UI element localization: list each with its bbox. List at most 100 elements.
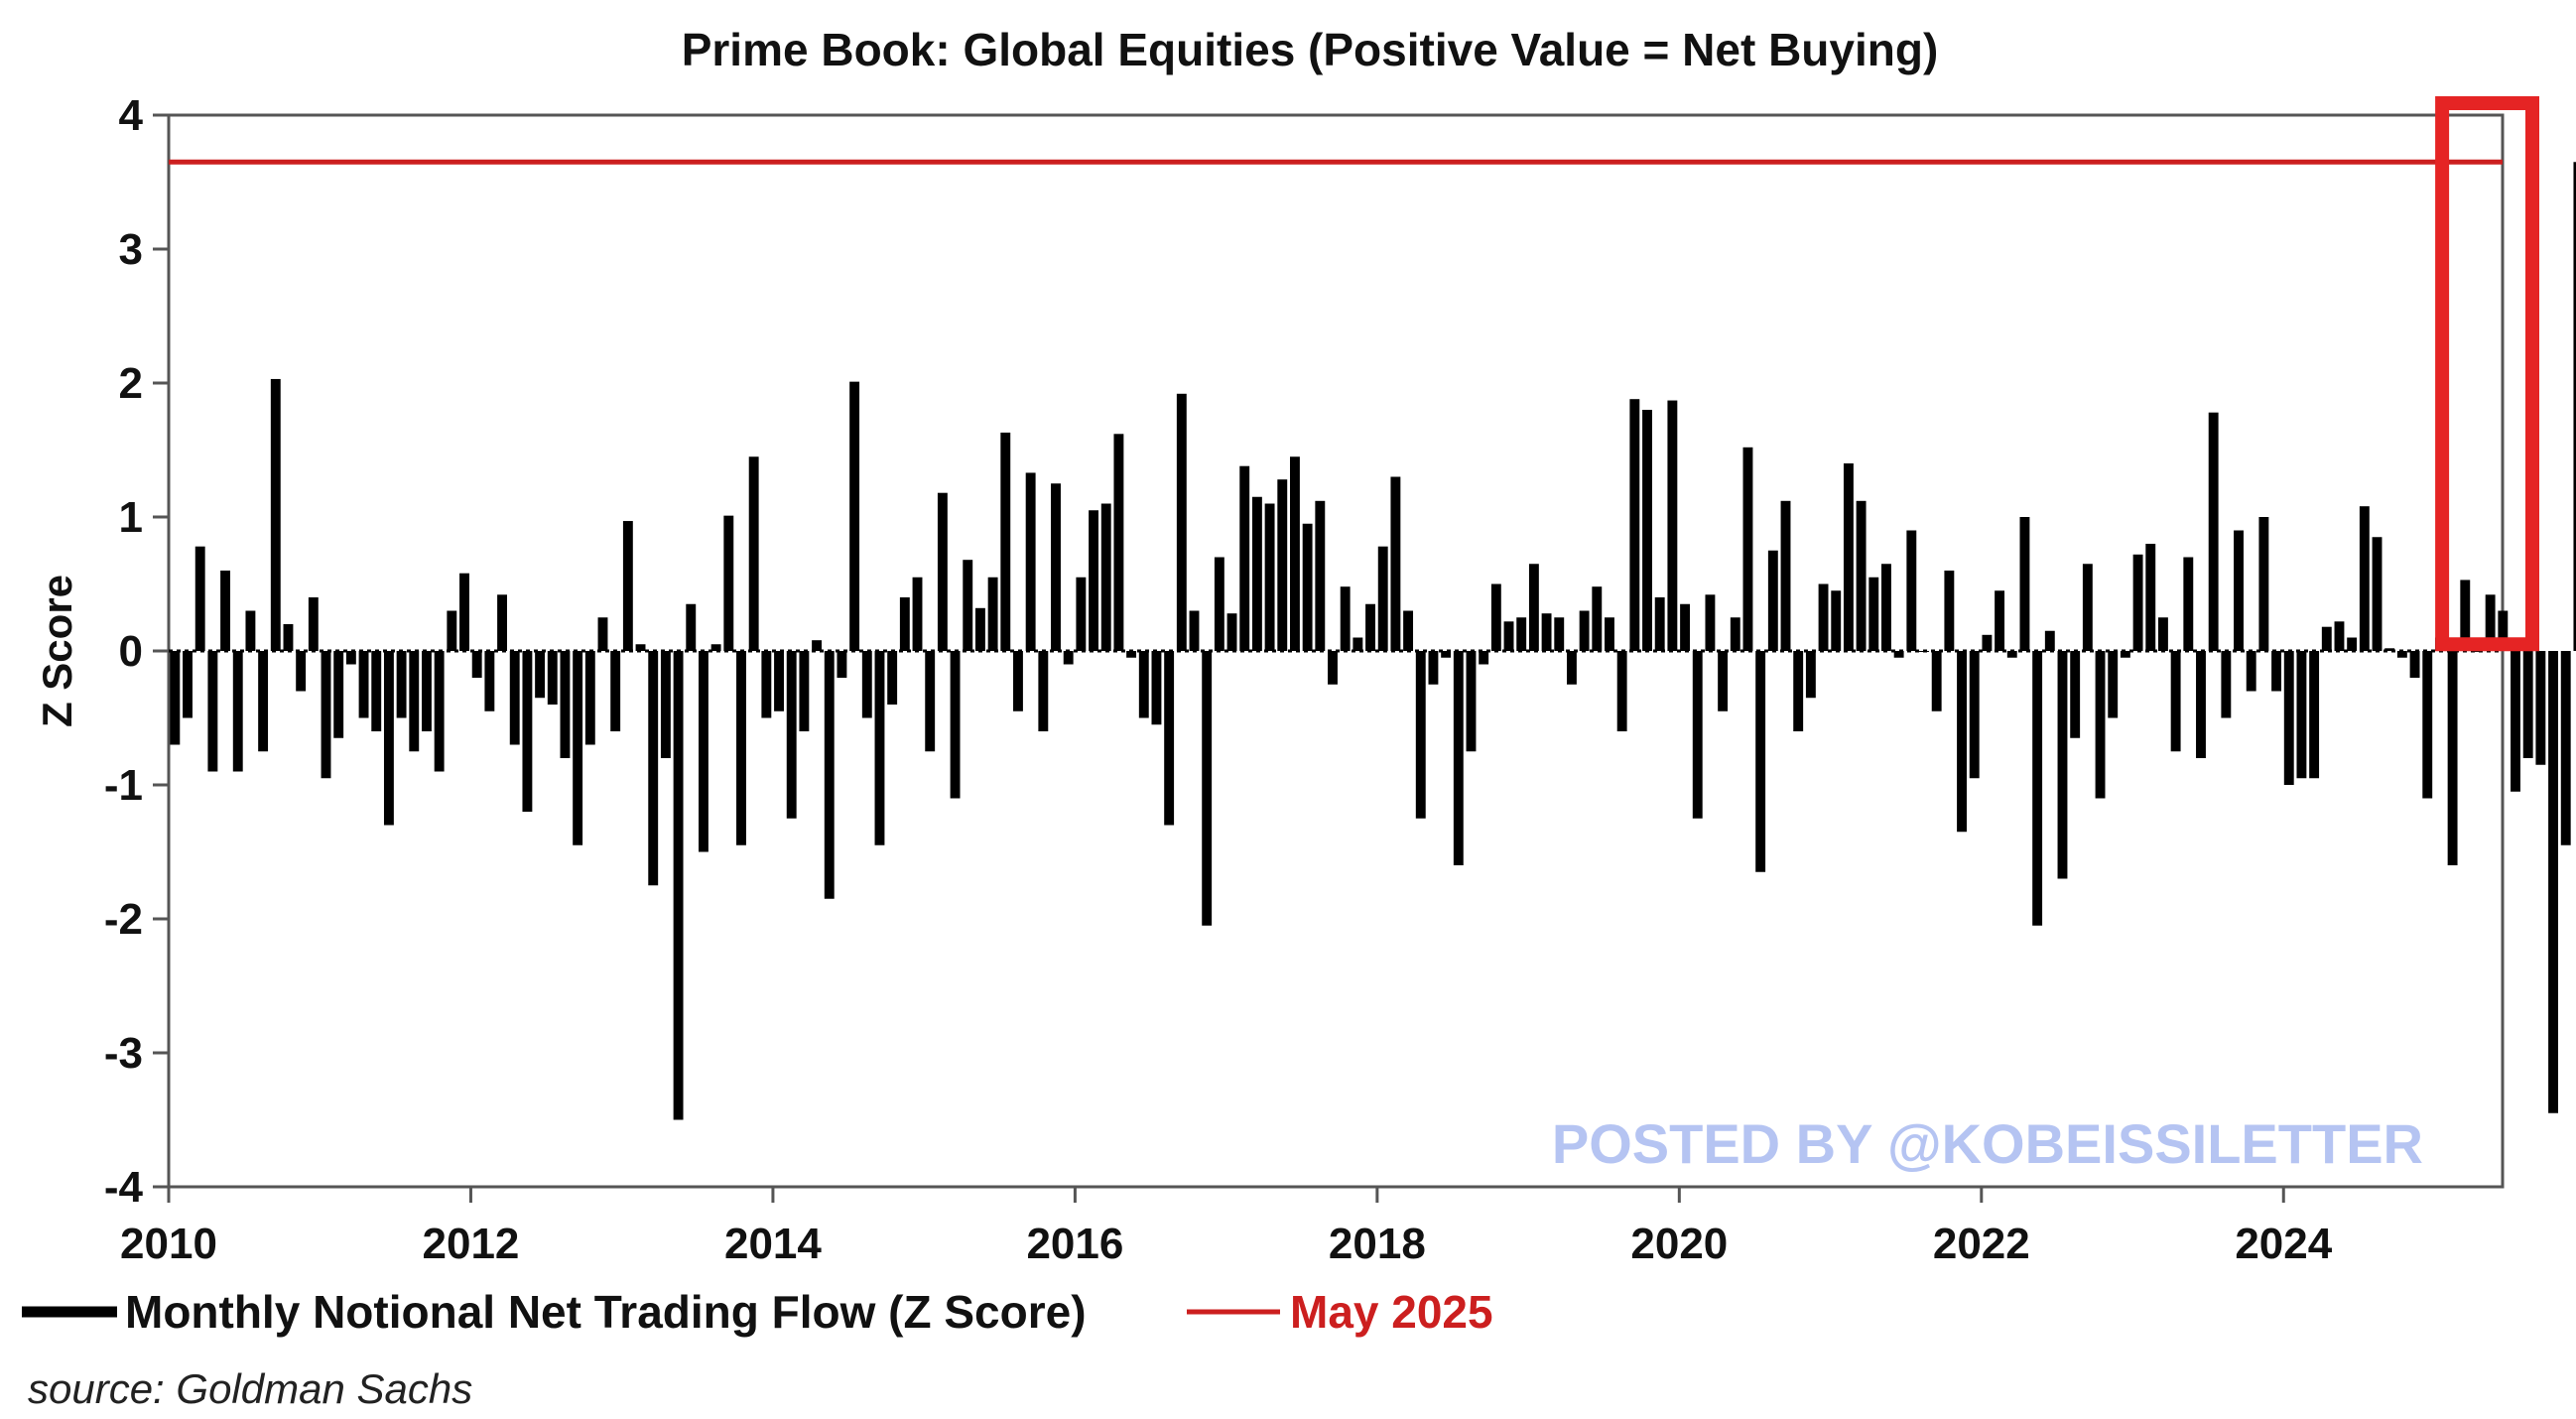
source-note: source: Goldman Sachs: [28, 1365, 472, 1412]
bar: [987, 577, 998, 651]
bar: [2258, 517, 2269, 651]
bar: [2460, 580, 2471, 651]
bar: [270, 378, 281, 651]
bar: [2157, 617, 2168, 651]
bar: [1441, 651, 1452, 658]
y-tick-label: 2: [119, 359, 143, 408]
bar: [207, 651, 218, 772]
bar: [1365, 603, 1375, 651]
bar: [232, 651, 243, 772]
bar: [170, 651, 181, 745]
bar: [2283, 651, 2294, 785]
bar: [761, 651, 772, 718]
x-tick-label: 2022: [1933, 1220, 2030, 1268]
bar: [925, 651, 936, 752]
bar: [723, 515, 734, 651]
y-tick-label: 3: [119, 225, 143, 274]
bar: [258, 651, 269, 752]
bar: [1680, 603, 1691, 651]
bar: [471, 651, 482, 678]
bar: [1931, 651, 1942, 711]
bar: [2070, 651, 2081, 738]
bar: [597, 617, 608, 651]
bar: [1982, 634, 1993, 651]
bar: [2560, 651, 2571, 845]
x-tick-label: 2018: [1329, 1220, 1426, 1268]
bar: [383, 651, 394, 826]
x-axis: 2010 2012 2014 2016 2018 2020 2022 2024: [120, 1187, 2333, 1268]
bar: [2208, 412, 2219, 651]
bar: [1629, 399, 1640, 651]
bar: [774, 651, 784, 711]
bar: [584, 651, 595, 745]
bar: [748, 456, 759, 651]
bar: [1151, 651, 1162, 725]
y-axis: 4 3 2 1 0 -1 -2 -3 -4: [104, 91, 169, 1212]
bar: [220, 571, 231, 651]
bar: [2006, 651, 2017, 658]
bar: [2409, 651, 2420, 678]
bar: [2396, 651, 2407, 658]
bar: [1479, 651, 1489, 665]
bar: [2548, 651, 2558, 1113]
bar: [2347, 637, 2358, 651]
bar-series: [170, 162, 2576, 1120]
bar: [648, 651, 659, 886]
bar: [1831, 590, 1842, 651]
bar: [2372, 537, 2383, 651]
bar: [2019, 517, 2030, 651]
bar: [547, 651, 558, 705]
bar: [1528, 564, 1539, 651]
bar: [2221, 651, 2232, 718]
x-tick-label: 2016: [1026, 1220, 1123, 1268]
bar: [2132, 554, 2143, 651]
bar: [1957, 651, 1967, 833]
bar: [1742, 447, 1753, 651]
x-tick-label: 2014: [724, 1220, 822, 1268]
bar: [1277, 479, 1288, 651]
bar: [1592, 586, 1603, 651]
bar: [2384, 648, 2395, 651]
bar: [2271, 651, 2282, 692]
bar: [2535, 651, 2546, 765]
bar: [2145, 544, 2156, 651]
bar: [1100, 503, 1111, 651]
bar: [283, 624, 294, 651]
x-tick-label: 2012: [423, 1220, 520, 1268]
bar: [899, 597, 910, 651]
bar: [1025, 472, 1036, 651]
bar: [1063, 651, 1074, 665]
y-tick-label: -1: [104, 761, 143, 810]
bar: [2057, 651, 2068, 879]
bar: [321, 651, 331, 779]
bar: [874, 651, 885, 845]
bar: [1893, 651, 1904, 658]
bar: [1089, 510, 1098, 651]
bar: [194, 546, 205, 651]
bar: [522, 651, 533, 812]
bar: [2095, 651, 2106, 799]
bar: [345, 651, 356, 665]
bar: [1352, 637, 1363, 651]
bar: [1730, 617, 1740, 651]
bar: [296, 651, 307, 692]
x-tick-label: 2010: [120, 1220, 217, 1268]
bar: [1377, 546, 1388, 651]
bar: [824, 651, 835, 899]
bar: [1919, 651, 1929, 652]
bar: [1126, 651, 1137, 658]
bar: [1503, 621, 1514, 651]
bar: [396, 651, 407, 718]
bar: [1264, 503, 1275, 651]
bar: [2473, 651, 2483, 652]
bar: [660, 651, 671, 758]
bar: [484, 651, 495, 711]
bar: [2246, 651, 2256, 692]
bar: [1239, 465, 1250, 651]
bar: [1164, 651, 1175, 826]
bar: [1616, 651, 1627, 731]
bar: [1214, 557, 1224, 651]
bar: [2044, 630, 2055, 651]
bar: [1113, 434, 1124, 651]
